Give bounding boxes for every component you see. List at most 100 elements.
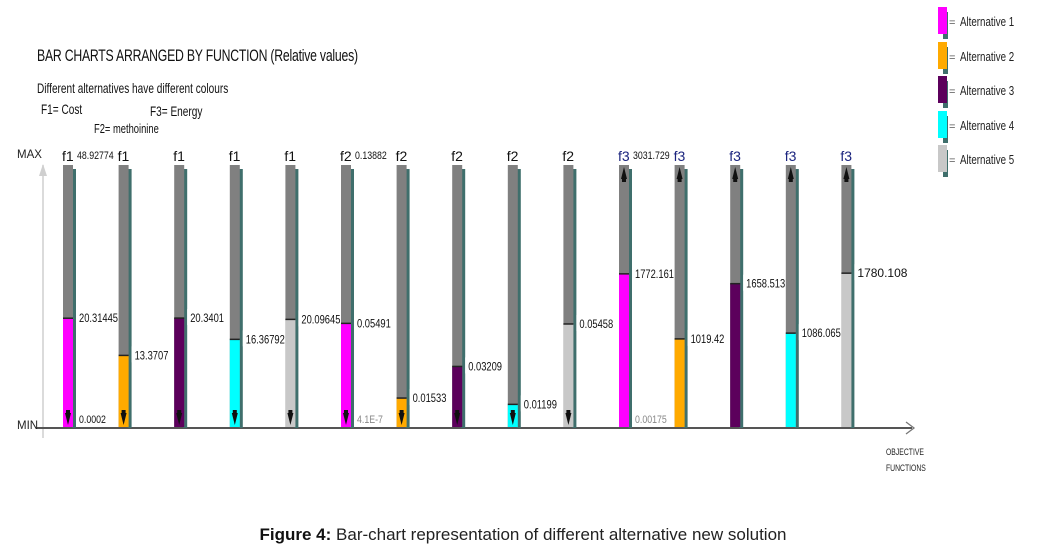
- bar-f1-alt2: 13.3707 f1: [118, 148, 176, 428]
- bar-f2-alt3: 0.03209 f2: [451, 148, 510, 428]
- bar-value-label: 1658.513: [746, 278, 785, 291]
- bar-shadow: [572, 169, 577, 428]
- arrow-down-icon: [509, 413, 516, 425]
- bar-shadow: [516, 169, 521, 428]
- arrow-stem: [288, 410, 293, 414]
- x-axis-arrow-icon: [905, 421, 916, 435]
- axes: MAX MIN: [17, 149, 916, 438]
- bar-value-label: 20.09645: [301, 313, 340, 326]
- arrow-stem: [344, 410, 348, 414]
- arrow-up-icon: [676, 167, 683, 179]
- function-label: f1: [62, 148, 74, 164]
- bar-f1-alt4: 16.36792 f1: [229, 148, 294, 428]
- chart-title: BAR CHARTS ARRANGED BY FUNCTION (Relativ…: [37, 46, 358, 65]
- bar-value-label-bg: [465, 357, 510, 374]
- function-label: f2: [507, 148, 519, 164]
- arrow-down-icon: [454, 413, 461, 425]
- bar-value-label: 13.3707: [135, 349, 169, 362]
- legend-swatch: [938, 110, 947, 138]
- arrow-down-icon: [231, 413, 238, 425]
- bar-value-fill: [452, 366, 463, 427]
- arrow-stem: [66, 410, 70, 414]
- legend-swatch: [938, 145, 947, 172]
- x-axis-label-line2: FUNCTIONS: [886, 463, 926, 473]
- function-definition-f1: F1= Cost: [41, 101, 83, 117]
- bar-value-label-bg: [354, 314, 399, 331]
- arrow-down-icon: [65, 413, 71, 425]
- arrow-up-icon: [732, 167, 739, 179]
- bar-range-background: [452, 165, 463, 427]
- bar-range-background: [229, 165, 240, 427]
- bar-value-label-bg: [131, 346, 176, 363]
- arrow-stem: [566, 410, 571, 414]
- function-definition-f2: F2= methoinine: [94, 121, 159, 136]
- bar-shadow: [739, 169, 744, 428]
- bar-value-label-bg: [798, 324, 850, 341]
- arrow-stem: [844, 178, 849, 182]
- group-max-label: 48.92774: [77, 150, 114, 162]
- bar-value-fill: [785, 333, 796, 427]
- bar-value-label-bg: [76, 309, 127, 326]
- function-label: f3: [785, 148, 797, 164]
- group-min-label: 0.00175: [635, 414, 667, 426]
- legend-label: Alternative 2: [960, 49, 1015, 64]
- function-label: f1: [229, 148, 241, 164]
- legend-equals: =: [949, 51, 956, 64]
- bar-value-label-bg: [187, 309, 232, 326]
- arrow-stem: [788, 178, 793, 182]
- bar-range-background: [563, 165, 574, 427]
- arrow-stem: [121, 410, 126, 414]
- caption-prefix: Figure 4:: [259, 525, 332, 544]
- legend-equals: =: [949, 86, 956, 98]
- arrow-up-icon: [843, 167, 850, 179]
- x-axis-label-line1: OBJECTIVE: [886, 447, 924, 457]
- bar-range-background: [285, 165, 296, 427]
- bar-value-label-bg: [632, 264, 683, 281]
- bar-shadow: [183, 169, 188, 428]
- bar-value-label-bg: [576, 314, 621, 331]
- legend-swatch: [938, 7, 947, 34]
- bar-f3-alt3: 1658.513 f3: [729, 148, 794, 428]
- arrow-down-icon: [398, 413, 405, 425]
- arrow-stem: [232, 410, 237, 414]
- bar-range-background: [118, 165, 129, 427]
- function-label: f1: [118, 148, 130, 164]
- legend-equals: =: [949, 155, 956, 167]
- bar-shadow: [405, 169, 410, 428]
- arrow-up-icon: [621, 167, 627, 179]
- group-max-label: 3031.729: [633, 150, 670, 162]
- legend-swatch: [938, 41, 947, 69]
- bar-f3-alt4: 1086.065 f3: [785, 148, 850, 428]
- function-label: f2: [340, 148, 352, 164]
- function-label: f3: [840, 148, 852, 164]
- bar-value-label-bg: [242, 330, 294, 347]
- arrow-stem: [733, 178, 738, 182]
- bar-value-label: 20.3401: [190, 312, 224, 325]
- chart-subtitle: Different alternatives have different co…: [37, 80, 229, 96]
- bar-value-label: 1780.108: [857, 266, 907, 280]
- bar-value-label-bg: [743, 274, 794, 291]
- bar-value-fill: [619, 273, 629, 427]
- bar-shadow: [350, 169, 354, 428]
- bar-range-background: [785, 165, 796, 427]
- bar-shadow: [72, 169, 76, 428]
- bar-value-fill: [563, 323, 574, 427]
- arrow-down-icon: [176, 413, 183, 425]
- bar-value-label: 0.03209: [468, 360, 502, 373]
- bar-f3-alt2: 1019.42 f3: [674, 148, 732, 428]
- function-label: f3: [618, 148, 630, 164]
- function-label: f2: [396, 148, 408, 164]
- bar-value-fill: [229, 339, 240, 427]
- bar-value-label-bg: [298, 310, 349, 327]
- bar-value-fill: [63, 318, 73, 427]
- y-axis-arrow-icon: [39, 164, 47, 176]
- bar-shadow: [238, 169, 243, 428]
- y-axis-min-label: MIN: [17, 420, 38, 432]
- caption-text: Bar-chart representation of different al…: [331, 525, 787, 544]
- bar-f2-alt1: 0.05491 f2: [340, 148, 399, 428]
- bar-f1-alt1: 20.31445 f1: [62, 148, 127, 428]
- arrow-stem: [455, 410, 460, 414]
- bar-shadow: [850, 169, 855, 428]
- bar-value-fill: [730, 283, 741, 427]
